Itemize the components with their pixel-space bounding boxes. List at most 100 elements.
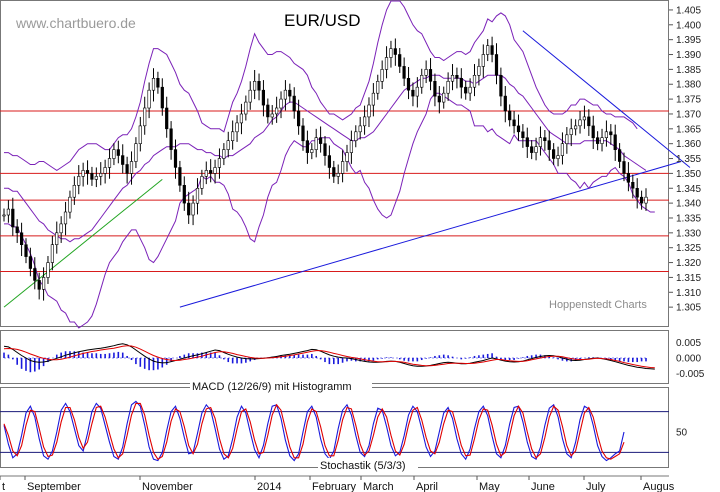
bollinger-lower	[4, 92, 655, 329]
x-tick-label: March	[363, 481, 394, 492]
candle-body	[72, 185, 76, 198]
candle-body	[213, 167, 217, 174]
trend-line	[522, 30, 691, 168]
stoch-series-line	[3, 402, 625, 460]
candle-body	[182, 185, 186, 204]
candle-body	[24, 244, 28, 257]
candle-body	[569, 128, 573, 136]
candle-body	[209, 170, 213, 174]
candle-body	[28, 256, 33, 269]
candle-body	[239, 113, 244, 124]
candle-body	[565, 134, 569, 145]
x-tick-label: t	[2, 481, 5, 492]
candle-body	[270, 113, 274, 118]
source-note: Hoppenstedt Charts	[549, 299, 647, 311]
candle-body	[94, 176, 98, 180]
candle-body	[639, 196, 644, 204]
stoch-tick-label: 50	[676, 428, 688, 439]
candle-body	[367, 104, 371, 118]
candle-body	[99, 173, 103, 177]
candle-body	[235, 122, 239, 133]
candle-body	[433, 81, 437, 97]
candle-body	[279, 98, 283, 109]
candle-body	[15, 226, 19, 234]
stoch-label: Stochastik (5/3/3)	[320, 460, 406, 472]
candle-body	[464, 86, 468, 94]
trend-lines	[3, 30, 691, 308]
candle-body	[204, 170, 208, 177]
candle-body	[437, 95, 441, 103]
candle-body	[516, 125, 521, 133]
candle-body	[257, 81, 261, 91]
candle-body	[222, 149, 226, 159]
stoch-series-line	[3, 400, 625, 462]
x-tick-label: May	[479, 481, 500, 492]
price-tick-label: 1.335	[676, 213, 701, 224]
candle-body	[2, 214, 6, 217]
candle-body	[486, 45, 490, 55]
candle-body	[187, 202, 191, 216]
candle-body	[103, 167, 107, 174]
candle-body	[292, 95, 296, 112]
price-tick-label: 1.330	[676, 228, 701, 239]
candle-body	[490, 45, 494, 55]
price-tick-label: 1.315	[676, 273, 701, 284]
candle-body	[472, 75, 477, 88]
candle-body	[587, 116, 591, 127]
x-tick-label: September	[27, 481, 81, 492]
candle-body	[41, 277, 46, 290]
candle-body	[33, 268, 37, 281]
candle-body	[560, 143, 564, 156]
candle-body	[609, 131, 613, 136]
bollinger-middle	[4, 74, 647, 243]
candle-body	[59, 223, 63, 234]
candle-body	[411, 89, 415, 97]
price-tick-label: 1.400	[676, 20, 701, 31]
candle-body	[318, 137, 323, 144]
candle-body	[195, 188, 200, 204]
price-panel-frame	[0, 0, 669, 327]
candle-body	[626, 173, 630, 183]
price-tick-label: 1.405	[676, 5, 701, 16]
candle-body	[63, 211, 68, 225]
candle-body	[591, 125, 595, 139]
candle-body	[68, 196, 72, 213]
candle-body	[573, 125, 578, 130]
candle-body	[283, 89, 288, 100]
candle-body	[125, 164, 129, 174]
candle-body	[617, 149, 622, 162]
candle-body	[19, 232, 24, 246]
candle-body	[191, 202, 195, 216]
candle-body	[398, 54, 402, 67]
candle-body	[499, 75, 503, 97]
candle-body	[442, 92, 446, 103]
candle-body	[138, 125, 142, 145]
candle-body	[305, 140, 310, 153]
x-tick-label: June	[531, 481, 555, 492]
stochastic-lines	[0, 400, 669, 462]
candle-body	[551, 149, 556, 159]
price-tick-label: 1.390	[676, 50, 701, 61]
candle-body	[635, 188, 639, 198]
candle-body	[81, 170, 85, 177]
candle-body	[50, 244, 54, 263]
candle-body	[345, 152, 349, 162]
candle-body	[521, 131, 525, 139]
candle-body	[424, 69, 428, 76]
macd-tick-label: 0.005	[676, 338, 701, 349]
candle-body	[512, 119, 516, 127]
price-tick-label: 1.365	[676, 124, 701, 135]
candle-body	[332, 167, 336, 177]
candle-body	[327, 155, 332, 168]
candle-body	[77, 176, 81, 186]
candle-body	[226, 140, 230, 150]
candle-body	[231, 131, 235, 142]
candle-body	[595, 137, 600, 144]
y-axis-ticks: 1.405 1.400 1.395 1.390 1.385 1.380 1.375 1.370…	[669, 5, 705, 439]
candle-body	[296, 110, 301, 127]
price-tick-label: 1.395	[676, 35, 701, 46]
candle-body	[525, 137, 529, 147]
candle-body	[160, 86, 164, 109]
candle-body	[508, 110, 512, 121]
